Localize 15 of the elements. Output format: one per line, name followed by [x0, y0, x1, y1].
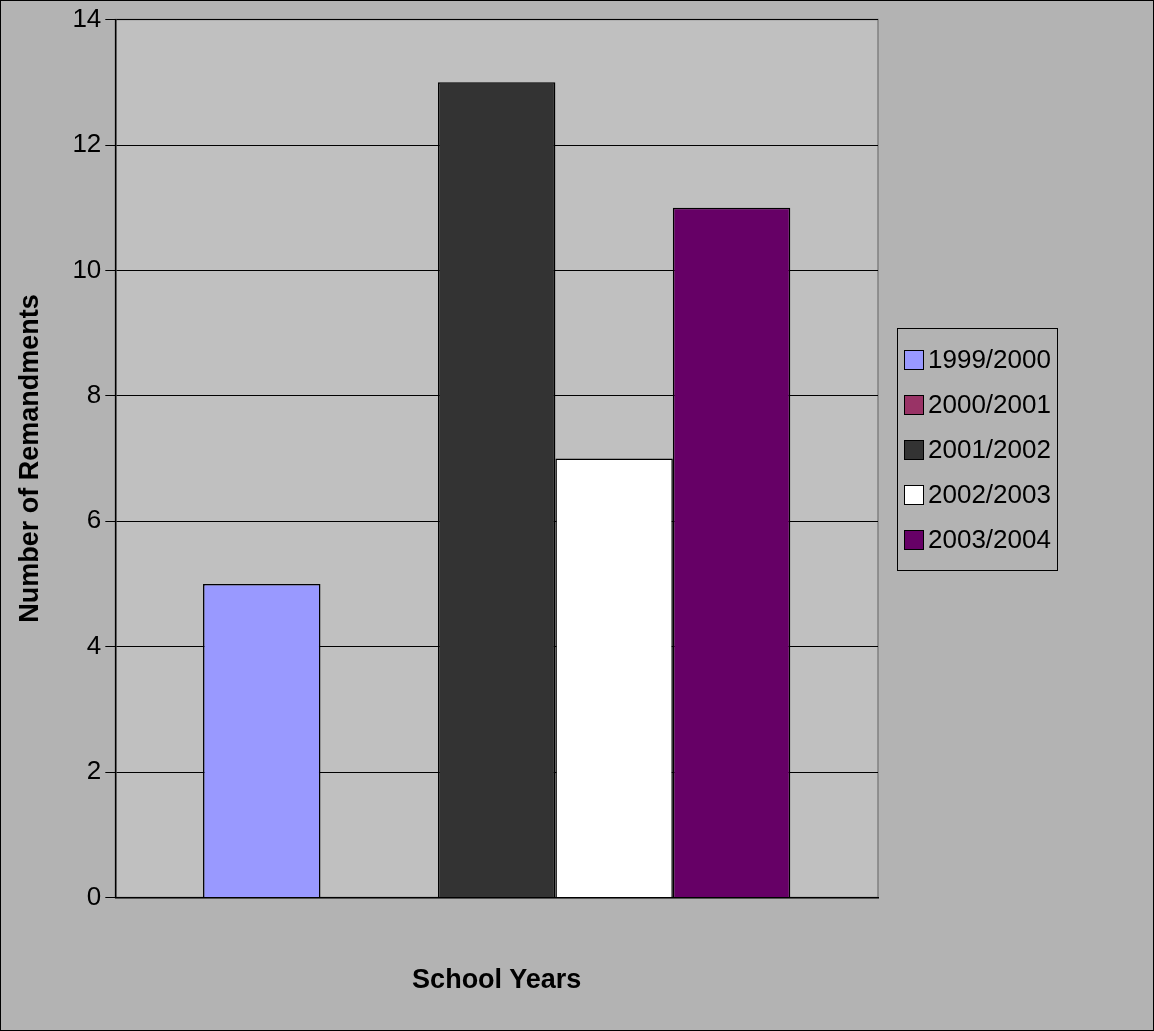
y-tick-label: 0: [86, 880, 102, 911]
legend-label: 2002/2003: [928, 479, 1051, 510]
x-axis-title: School Years: [412, 964, 582, 995]
legend-label: 2003/2004: [928, 524, 1051, 555]
y-axis-title: Number of Remandments: [13, 294, 44, 623]
legend-label: 2000/2001: [928, 389, 1051, 420]
y-tick-label: 6: [86, 504, 102, 535]
legend-label: 2001/2002: [928, 434, 1051, 465]
legend-label: 1999/2000: [928, 344, 1051, 375]
y-tick-label: 4: [86, 629, 102, 660]
y-tick-label: 14: [72, 2, 102, 33]
y-tick-label: 8: [86, 378, 102, 409]
y-tick-label: 10: [72, 253, 102, 284]
y-tick-label: 2: [86, 755, 102, 786]
y-tick-label: 12: [72, 128, 102, 159]
